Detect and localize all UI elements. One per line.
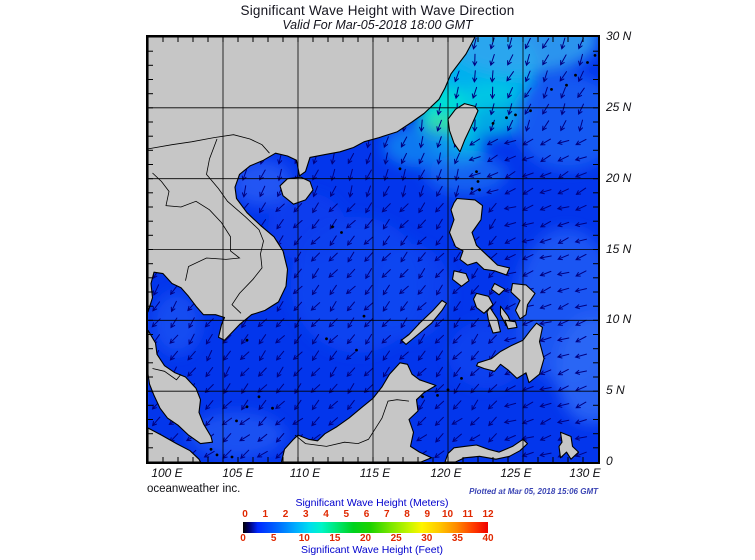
- colorbar-gradient: [243, 522, 488, 533]
- meters-tick-label: 4: [323, 509, 329, 520]
- feet-tick-label: 30: [421, 533, 433, 544]
- colorbar-meters-title: Significant Wave Height (Meters): [295, 497, 449, 509]
- feet-tick-label: 25: [390, 533, 402, 544]
- meters-tick-label: 6: [363, 509, 370, 520]
- lat-label: 30 N: [606, 29, 632, 43]
- feet-tick-label: 5: [270, 533, 277, 544]
- meters-tick-label: 0: [242, 509, 248, 520]
- meters-tick-label: 9: [424, 509, 431, 520]
- valid-time-subtitle: Valid For Mar-05-2018 18:00 GMT: [282, 18, 473, 32]
- map-frame: [146, 35, 600, 464]
- meters-tick-label: 2: [282, 509, 289, 520]
- lon-label: 125 E: [500, 466, 532, 480]
- meters-tick-label: 7: [383, 509, 390, 520]
- colorbar-feet-title: Significant Wave Height (Feet): [300, 544, 443, 556]
- page-title: Significant Wave Height with Wave Direct…: [240, 3, 515, 18]
- lon-label: 120 E: [430, 466, 462, 480]
- lon-label: 115 E: [359, 466, 391, 480]
- meters-tick-label: 8: [404, 509, 410, 520]
- lat-label: 15 N: [606, 241, 632, 256]
- meters-tick-label: 12: [482, 509, 494, 520]
- plotted-timestamp: Plotted at Mar 05, 2018 15:06 GMT: [469, 487, 598, 496]
- lon-label: 100 E: [151, 466, 183, 480]
- lat-label: 25 N: [606, 99, 632, 114]
- map-canvas: [148, 37, 598, 462]
- lon-label: 105 E: [222, 466, 254, 480]
- lon-label: 130 E: [569, 466, 601, 480]
- meters-tick-label: 11: [462, 509, 474, 520]
- feet-tick-label: 10: [298, 533, 310, 544]
- feet-tick-label: 40: [482, 533, 494, 544]
- meters-tick-label: 1: [262, 509, 269, 520]
- meters-tick-label: 5: [343, 509, 350, 520]
- lat-label: 5 N: [606, 383, 625, 398]
- lon-label: 110 E: [289, 466, 321, 480]
- meters-tick-label: 3: [302, 509, 309, 520]
- credit-text: oceanweather inc.: [147, 483, 241, 495]
- lat-label: 10 N: [606, 312, 632, 327]
- feet-tick-label: 0: [240, 533, 246, 544]
- feet-tick-label: 20: [359, 533, 372, 544]
- lat-label: 20 N: [606, 170, 632, 185]
- lat-label: 0: [606, 454, 613, 468]
- feet-tick-label: 15: [329, 533, 341, 544]
- meters-tick-label: 10: [441, 509, 454, 520]
- feet-tick-label: 35: [451, 533, 463, 544]
